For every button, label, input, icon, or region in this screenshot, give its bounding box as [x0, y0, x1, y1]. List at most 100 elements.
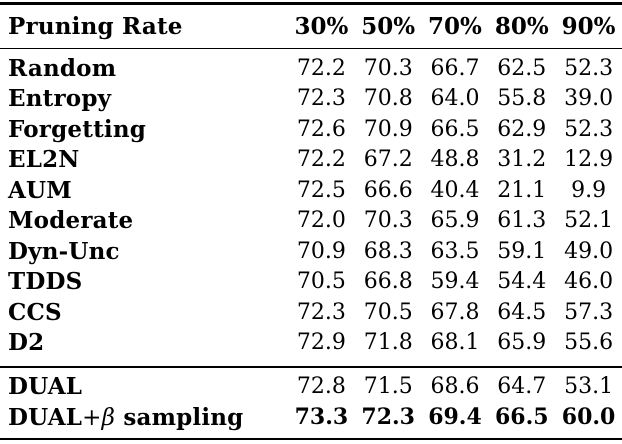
row-label: Moderate — [8, 207, 134, 235]
value-cell: 72.3 — [296, 86, 346, 112]
row-label: DUAL+β sampling — [0, 404, 288, 431]
value-cell: 46.0 — [564, 269, 614, 295]
header-col: 70% — [428, 12, 482, 40]
table-row: CCS 72.3 70.5 67.8 64.5 57.3 — [0, 297, 622, 328]
value-cell: 62.5 — [497, 55, 547, 81]
value-cell: 52.3 — [564, 55, 614, 81]
bottom-rule — [0, 437, 622, 440]
value-cell: 31.2 — [497, 147, 547, 173]
value-cell: 40.4 — [430, 177, 480, 203]
value-cell: 68.6 — [430, 373, 480, 399]
row-label: Dyn-Unc — [8, 237, 120, 265]
value-cell: 72.9 — [296, 330, 346, 356]
value-cell: 70.8 — [363, 86, 413, 112]
value-cell: 59.4 — [430, 269, 480, 295]
value-cell: 72.8 — [296, 373, 346, 399]
value-cell: 70.3 — [363, 55, 413, 81]
value-cell: 48.8 — [430, 147, 480, 173]
value-cell: 67.8 — [430, 299, 480, 325]
value-cell: 71.5 — [363, 373, 413, 399]
value-cell: 68.1 — [430, 330, 480, 356]
table-row: DUAL+β sampling 73.3 72.3 69.4 66.5 60.0 — [0, 402, 622, 433]
value-cell: 65.9 — [497, 330, 547, 356]
methods-section: Random 72.2 70.3 66.7 62.5 52.3 Entropy 72.3 70.… — [0, 49, 622, 366]
table-row: AUM 72.5 66.6 40.4 21.1 9.9 — [0, 175, 622, 206]
value-cell: 64.7 — [497, 373, 547, 399]
value-cell: 66.7 — [430, 55, 480, 81]
value-cell: 72.2 — [296, 55, 346, 81]
row-label: CCS — [8, 298, 62, 326]
value-cell: 70.3 — [363, 208, 413, 234]
value-cell: 62.9 — [497, 116, 547, 142]
table-row: Entropy 72.3 70.8 64.0 55.8 39.0 — [0, 84, 622, 115]
header-col: 50% — [361, 12, 416, 40]
table-row: EL2N 72.2 67.2 48.8 31.2 12.9 — [0, 145, 622, 176]
value-cell: 70.9 — [296, 238, 346, 264]
value-cell: 66.6 — [363, 177, 413, 203]
label-part: sampling — [115, 403, 244, 431]
value-cell: 59.1 — [497, 238, 547, 264]
value-cell: 60.0 — [561, 404, 616, 430]
value-cell: 53.1 — [564, 373, 614, 399]
value-cell: 72.6 — [296, 116, 346, 142]
value-cell: 70.5 — [363, 299, 413, 325]
value-cell: 73.3 — [294, 404, 349, 430]
value-cell: 65.9 — [430, 208, 480, 234]
row-label: Forgetting — [8, 115, 147, 143]
value-cell: 9.9 — [571, 177, 607, 203]
value-cell: 49.0 — [564, 238, 614, 264]
row-label: Entropy — [8, 85, 112, 113]
header-row: Pruning Rate 30% 50% 70% 80% 90% — [0, 5, 622, 48]
value-cell: 64.0 — [430, 86, 480, 112]
value-cell: 55.8 — [497, 86, 547, 112]
value-cell: 63.5 — [430, 238, 480, 264]
value-cell: 66.5 — [494, 404, 549, 430]
value-cell: 72.5 — [296, 177, 346, 203]
value-cell: 61.3 — [497, 208, 547, 234]
row-label: AUM — [8, 176, 72, 204]
value-cell: 72.2 — [296, 147, 346, 173]
table-row: Dyn-Unc 70.9 68.3 63.5 59.1 49.0 — [0, 236, 622, 267]
mid-rule — [0, 366, 622, 368]
header-label: Pruning Rate — [8, 12, 183, 40]
value-cell: 52.3 — [564, 116, 614, 142]
value-cell: 72.3 — [296, 299, 346, 325]
value-cell: 21.1 — [497, 177, 547, 203]
value-cell: 64.5 — [497, 299, 547, 325]
row-label: EL2N — [8, 146, 80, 174]
dual-section: DUAL 72.8 71.5 68.6 64.7 53.1 DUAL+β sampling 7… — [0, 368, 622, 438]
header-col: 80% — [494, 12, 549, 40]
value-cell: 54.4 — [497, 269, 547, 295]
label-part: DUAL — [8, 403, 83, 431]
value-cell: 52.1 — [564, 208, 614, 234]
value-cell: 69.4 — [428, 404, 482, 430]
value-cell: 71.8 — [363, 330, 413, 356]
top-rule — [0, 2, 622, 5]
value-cell: 67.2 — [363, 147, 413, 173]
table-row: Moderate 72.0 70.3 65.9 61.3 52.1 — [0, 206, 622, 237]
header-col: 30% — [294, 12, 349, 40]
table-row: D2 72.9 71.8 68.1 65.9 55.6 — [0, 328, 622, 359]
table-row: TDDS 70.5 66.8 59.4 54.4 46.0 — [0, 267, 622, 298]
value-cell: 66.8 — [363, 269, 413, 295]
table-row: Forgetting 72.6 70.9 66.5 62.9 52.3 — [0, 114, 622, 145]
table-row: DUAL 72.8 71.5 68.6 64.7 53.1 — [0, 371, 622, 402]
table-row: Random 72.2 70.3 66.7 62.5 52.3 — [0, 53, 622, 84]
row-label: DUAL — [8, 372, 83, 400]
value-cell: 70.9 — [363, 116, 413, 142]
value-cell: 57.3 — [564, 299, 614, 325]
value-cell: 39.0 — [564, 86, 614, 112]
row-label: TDDS — [8, 268, 83, 296]
value-cell: 72.0 — [296, 208, 346, 234]
header-rule — [0, 47, 622, 49]
row-label: D2 — [8, 329, 45, 357]
value-cell: 66.5 — [430, 116, 480, 142]
label-part: + — [82, 404, 102, 431]
row-label: Random — [8, 54, 117, 82]
beta-symbol: β — [101, 404, 116, 431]
header-col: 90% — [561, 12, 616, 40]
value-cell: 12.9 — [564, 147, 614, 173]
value-cell: 72.3 — [361, 404, 415, 430]
value-cell: 70.5 — [296, 269, 346, 295]
